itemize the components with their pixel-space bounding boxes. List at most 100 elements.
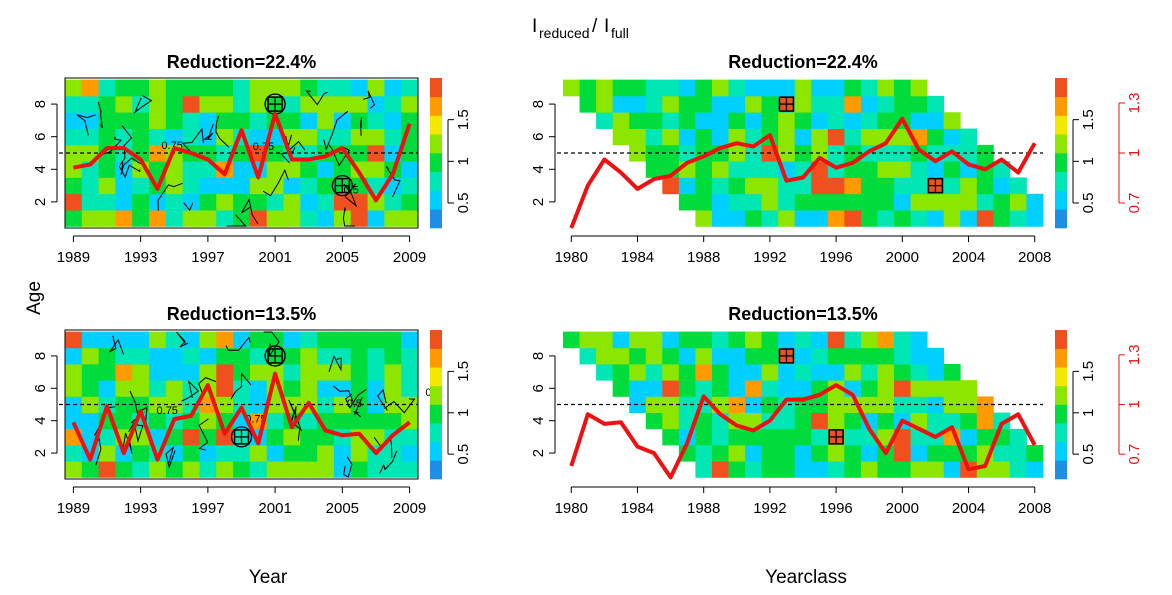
- contour-line: [118, 164, 141, 179]
- heatmap-cell: [115, 112, 133, 129]
- heatmap-cell: [827, 364, 845, 381]
- heatmap-cell: [910, 161, 928, 178]
- heatmap-cell: [401, 428, 419, 446]
- heatmap-cell: [350, 144, 368, 162]
- heatmap-cell: [695, 347, 713, 365]
- ratio-line: [569, 383, 1037, 480]
- heatmap-cell: [216, 210, 234, 227]
- panel-title: Reduction=13.5%: [728, 304, 878, 324]
- heatmap-cell: [233, 210, 251, 227]
- heatmap-cell: [927, 444, 945, 462]
- heatmap-cell: [165, 177, 184, 195]
- heatmap-cell: [384, 128, 402, 146]
- heatmap-cell: [695, 461, 713, 478]
- heatmap-cell: [283, 95, 301, 113]
- contour-line: [198, 418, 209, 451]
- supertitle-sub-reduced: reduced: [539, 25, 590, 41]
- heatmap-cell: [761, 331, 779, 349]
- heatmap-cell: [860, 444, 878, 462]
- x-tick-label: 1996: [819, 249, 852, 266]
- contour-line: [225, 336, 251, 351]
- heatmap-cell: [249, 95, 268, 113]
- heatmap-cell: [761, 177, 779, 195]
- heatmap-cell: [695, 79, 713, 97]
- right-axis-tick-label: 1.3: [1126, 344, 1143, 365]
- heatmap-cell: [317, 444, 335, 462]
- heatmap-cell: [711, 331, 729, 349]
- heatmap-cell: [132, 128, 150, 146]
- heatmap-cell: [98, 112, 116, 129]
- heatmap-cell: [182, 128, 200, 146]
- y-tick-label: 6: [32, 133, 49, 141]
- heatmap-cell: [165, 112, 184, 129]
- x-tick-label: 1984: [621, 500, 654, 517]
- heatmap-cell: [149, 412, 167, 430]
- colorbar-swatch: [1055, 96, 1067, 116]
- heatmap-cell: [877, 331, 895, 349]
- heatmap-cell: [317, 331, 335, 349]
- heatmap-cell: [1026, 461, 1044, 478]
- heatmap-cell: [149, 461, 167, 478]
- heatmap-cell: [249, 79, 268, 97]
- heatmap-cell: [216, 112, 234, 129]
- heatmap-cell: [645, 412, 663, 430]
- heatmap-cell: [910, 95, 928, 113]
- heatmap-cell: [894, 331, 911, 349]
- heatmap-cell: [745, 193, 763, 211]
- x-tick-label: 1993: [124, 249, 157, 266]
- heatmap-cell: [367, 347, 385, 365]
- colorbar-tick-label: 1.5: [1080, 109, 1097, 130]
- heatmap-cell: [645, 380, 663, 397]
- colorbar-swatch: [1055, 441, 1067, 461]
- heatmap-cell: [662, 331, 680, 349]
- heatmap-cell: [596, 347, 614, 365]
- heatmap-cell: [761, 161, 779, 178]
- heatmap-cell: [132, 380, 150, 397]
- heatmap-cell: [350, 347, 368, 365]
- heatmap-cell: [249, 331, 268, 349]
- x-tick-label: 2000: [886, 500, 919, 517]
- heatmap-cell: [266, 161, 284, 178]
- heatmap-cell: [300, 79, 318, 97]
- heatmap-cell: [266, 461, 284, 478]
- heatmap-cell: [711, 210, 729, 227]
- panel-title: Reduction=22.4%: [167, 52, 317, 72]
- heatmap-cell: [115, 380, 133, 397]
- heatmap-cell: [317, 177, 335, 195]
- heatmap-cell: [563, 79, 580, 97]
- heatmap-cell: [778, 428, 796, 446]
- heatmap-cell: [317, 128, 335, 146]
- contour-line: [328, 144, 351, 167]
- contour-line: [323, 110, 349, 151]
- heatmap-cell: [233, 177, 251, 195]
- heatmap-cell: [728, 144, 746, 162]
- heatmap-cell: [612, 331, 630, 349]
- heatmap-cell: [645, 396, 663, 413]
- y-tick-label: 6: [530, 384, 547, 392]
- heatmap-cell: [384, 412, 402, 430]
- heatmap-cell: [827, 193, 845, 211]
- contour-line: [215, 115, 230, 148]
- heatmap-cell: [811, 193, 829, 211]
- heatmap-cell: [877, 193, 895, 211]
- colorbar-swatch: [430, 209, 442, 229]
- colorbar-tick-label: 1: [455, 409, 472, 417]
- heatmap-cell: [300, 112, 318, 129]
- heatmap-cell: [894, 79, 911, 97]
- heatmap-cell: [182, 177, 200, 195]
- colorbar-swatch: [430, 404, 442, 424]
- heatmap-cell: [199, 412, 217, 430]
- heatmap-cell: [794, 412, 812, 430]
- contour-line: [328, 355, 342, 372]
- heatmap-cell: [216, 193, 234, 211]
- contour-line: [76, 114, 96, 136]
- heatmap-cell: [65, 177, 83, 195]
- x-tick-label: 1997: [191, 249, 224, 266]
- heatmap-cell: [350, 331, 368, 349]
- heatmap-cell: [927, 380, 945, 397]
- y-tick-label: 2: [32, 449, 49, 457]
- heatmap-cell: [778, 331, 796, 349]
- heatmap-cell: [233, 79, 251, 97]
- heatmap-cell: [115, 210, 133, 227]
- heatmap-cell: [300, 412, 318, 430]
